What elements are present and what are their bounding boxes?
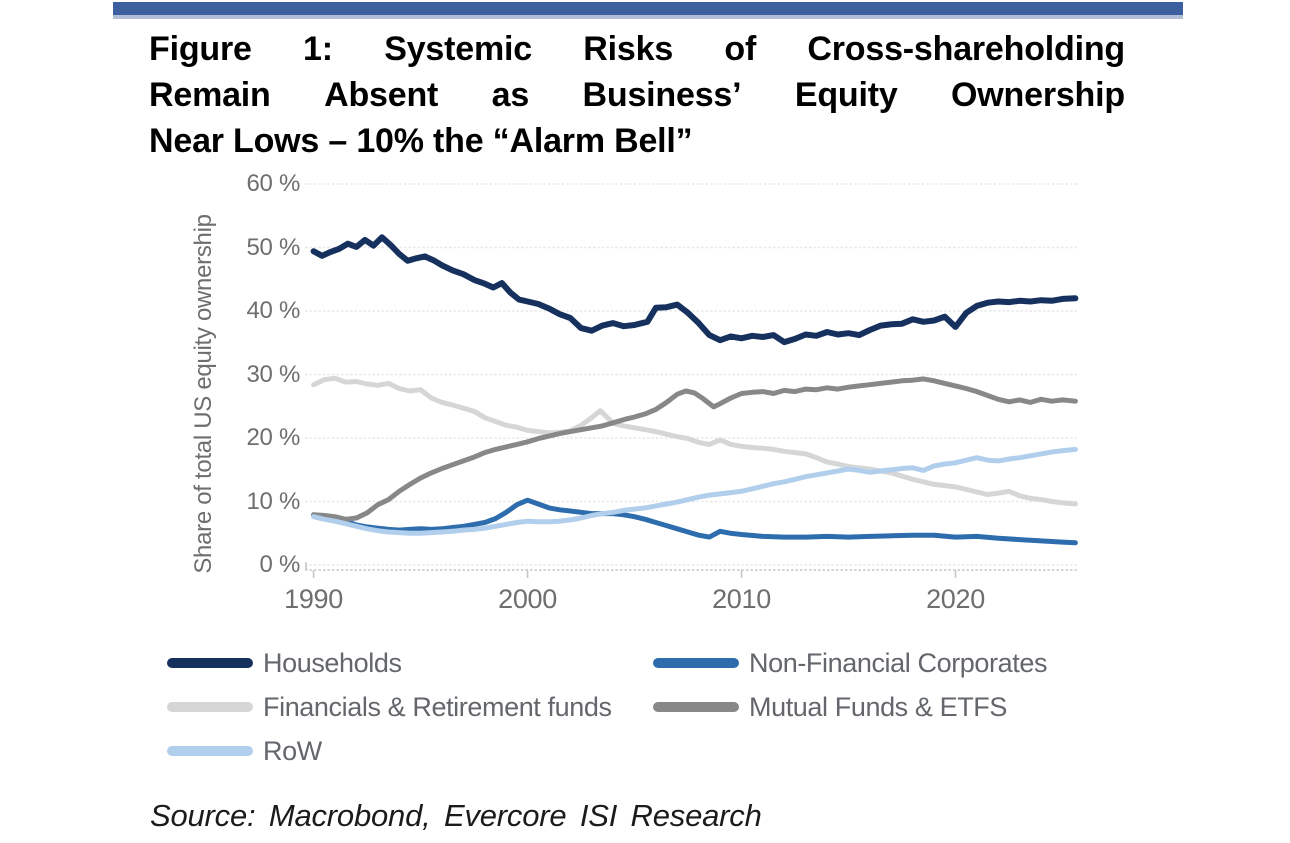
legend-swatch xyxy=(167,702,253,712)
legend-label: RoW xyxy=(263,735,322,766)
figure-title: Figure 1: Systemic Risks of Cross-shareholdin… xyxy=(149,26,1125,164)
y-tick-label: 20 % xyxy=(246,424,300,451)
title-word: Remain xyxy=(149,76,271,114)
title-word: Systemic xyxy=(384,30,532,68)
y-tick-label: 60 % xyxy=(246,170,300,197)
title-word: Ownership xyxy=(951,76,1125,114)
legend-swatch xyxy=(167,746,253,756)
title-word: as xyxy=(491,76,530,114)
series-line-financials-retirement-funds xyxy=(311,375,1078,507)
y-tick-label: 10 % xyxy=(246,487,300,515)
title-word: Cross-shareholding xyxy=(807,30,1125,68)
legend-label: Mutual Funds & ETFS xyxy=(749,691,1007,722)
y-tick-label: 40 % xyxy=(246,297,300,324)
x-tick-label: 2010 xyxy=(712,584,771,614)
y-axis-title: Share of total US equity ownership xyxy=(190,214,217,574)
top-accent-bar xyxy=(113,2,1183,19)
title-word: Business’ xyxy=(582,76,742,114)
title-word: Equity xyxy=(794,76,898,114)
figure-title-line-3: Near Lows – 10% the “Alarm Bell” xyxy=(149,122,693,160)
series-line-row xyxy=(311,446,1078,536)
legend-item: RoW xyxy=(167,729,612,773)
figure-title-line-1: Figure 1: Systemic Risks of Cross-shareholdin… xyxy=(149,26,1125,72)
legend-item: Mutual Funds & ETFS xyxy=(653,685,1047,729)
figure-title-line-2: Remain Absent as Business’ Equity Ownership xyxy=(149,72,1125,118)
legend-swatch xyxy=(653,658,739,668)
title-word: Figure xyxy=(149,30,252,68)
legend-swatch xyxy=(167,658,253,668)
series-line-non-financial-corporates xyxy=(311,497,1078,546)
y-tick-label: 30 % xyxy=(246,360,300,388)
series-line-mutual-funds-etfs xyxy=(311,376,1078,522)
legend-label: Financials & Retirement funds xyxy=(263,691,612,722)
series-line-households xyxy=(310,234,1079,346)
x-tick-label: 2020 xyxy=(926,584,985,614)
y-tick-label: 0 % xyxy=(259,551,301,578)
title-word: of xyxy=(724,30,757,68)
source-note: Source: Macrobond, Evercore ISI Research xyxy=(150,798,762,833)
title-word: Risks xyxy=(583,30,674,68)
legend-column: Households Financials & Retirement funds R… xyxy=(167,641,612,773)
legend-label: Households xyxy=(263,647,402,678)
legend-label: Non-Financial Corporates xyxy=(749,647,1048,678)
x-tick-label: 2000 xyxy=(498,584,557,614)
title-word: 1: xyxy=(303,30,333,68)
legend-swatch xyxy=(653,702,739,712)
y-tick-label: 50 % xyxy=(246,233,300,261)
legend-item: Financials & Retirement funds xyxy=(167,685,612,729)
legend-column: Non-Financial Corporates Mutual Funds & E… xyxy=(653,641,1047,729)
x-tick-label: 1990 xyxy=(284,584,343,614)
title-word: Absent xyxy=(324,76,439,114)
legend-item: Non-Financial Corporates xyxy=(653,641,1047,685)
line-chart-plot xyxy=(305,183,1079,578)
legend-item: Households xyxy=(167,641,612,685)
